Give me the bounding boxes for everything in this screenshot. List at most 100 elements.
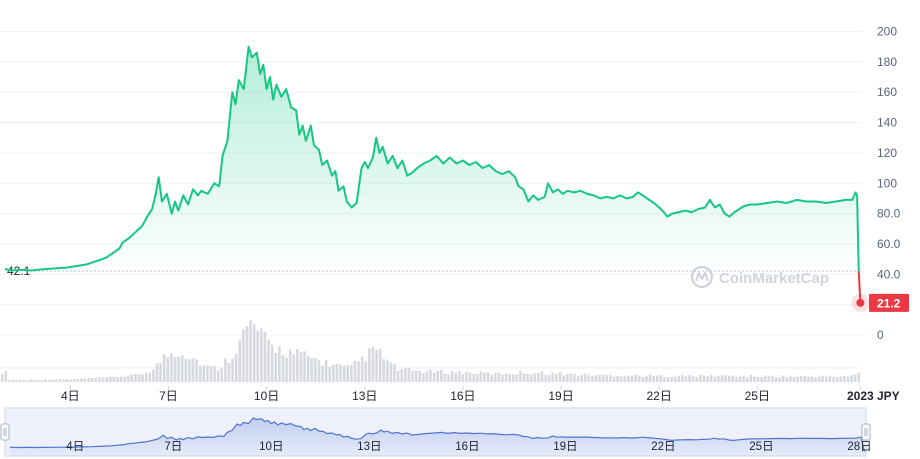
volume-bar (144, 372, 148, 382)
volume-bar (260, 328, 263, 382)
volume-bar (188, 359, 191, 382)
navigator-tick-label: 25日 (749, 441, 773, 453)
coinmarketcap-logo-mark (695, 272, 709, 282)
volume-bar (835, 377, 839, 382)
volume-bar (26, 380, 29, 382)
volume-bar (576, 375, 580, 382)
volume-bar (853, 374, 857, 382)
x-tick-label: 25日 (745, 389, 770, 403)
volume-bar (846, 376, 850, 382)
volume-bar (263, 331, 267, 382)
volume-bar (691, 376, 695, 382)
volume-bar (591, 376, 594, 382)
volume-bar (594, 375, 598, 382)
volume-bar (681, 374, 684, 382)
volume-bar (375, 349, 378, 382)
volume-bar (547, 374, 551, 382)
volume-bar (742, 375, 745, 382)
volume-bar (195, 359, 198, 382)
y-tick-label: 60.0 (877, 237, 901, 251)
volume-bar (159, 363, 162, 382)
volume-bar (134, 374, 137, 382)
navigator-right-handle[interactable] (861, 423, 871, 441)
volume-bar (166, 357, 170, 382)
volume-bar (461, 374, 465, 382)
volume-bar (324, 360, 328, 382)
volume-bar (22, 379, 26, 382)
navigator-tick-label: 10日 (259, 441, 283, 453)
volume-bar (245, 326, 249, 382)
volume-bar (306, 355, 310, 382)
volume-bar (511, 374, 515, 382)
x-tick-label: 4日 (61, 389, 80, 403)
volume-bar (832, 376, 835, 382)
volume-bar (767, 375, 771, 382)
volume-bar (526, 373, 529, 382)
volume-bar (515, 374, 519, 382)
navigator-tick-label: 13日 (357, 441, 381, 453)
volume-bar (400, 369, 404, 382)
y-tick-label: 200 (877, 25, 897, 39)
volume-bar (551, 372, 555, 382)
price-line-drop-red (857, 271, 862, 303)
volume-bar (792, 376, 796, 382)
volume-bar (206, 365, 209, 382)
y-tick-label: 40.0 (877, 267, 901, 281)
volume-bar (573, 373, 576, 382)
volume-bar (583, 373, 587, 382)
y-axis: 0 40.0 60.0 80.0 100 120 140 160 180 200 21.2 (869, 25, 909, 342)
volume-bar (288, 349, 292, 382)
volume-bar (342, 365, 346, 382)
volume-bar (735, 376, 738, 382)
volume-bar (504, 373, 508, 382)
volume-bar (396, 370, 400, 382)
volume-bar (558, 372, 562, 382)
volume-bar (353, 360, 357, 382)
price-line (4, 45, 870, 312)
volume-bar (350, 364, 353, 382)
volume-bar (720, 375, 724, 382)
volume-bar (670, 376, 673, 382)
volume-bar (98, 377, 101, 382)
volume-bar (821, 375, 825, 382)
volume-bar (335, 363, 339, 382)
volume-bar (501, 374, 504, 382)
volume-bar (47, 380, 51, 382)
volume-bar (242, 329, 245, 382)
volume-bar (569, 373, 573, 382)
volume-bar (774, 377, 778, 382)
volume-bars (0, 320, 861, 382)
volume-bar (328, 366, 332, 382)
volume-bar (637, 375, 641, 382)
volume-bar (529, 374, 533, 382)
volume-bar (112, 376, 116, 382)
volume-bar (634, 374, 637, 382)
volume-bar (443, 373, 447, 382)
y-tick-label: 180 (877, 55, 897, 69)
volume-bar (105, 377, 108, 382)
volume-bar (756, 376, 760, 382)
volume-bar (630, 375, 634, 382)
volume-bar (270, 344, 274, 382)
volume-bar (655, 375, 659, 382)
volume-bar (817, 376, 821, 382)
navigator-tick-label: 7日 (164, 441, 182, 453)
volume-bar (785, 377, 789, 382)
volume-bar (555, 373, 558, 382)
volume-bar (490, 374, 493, 382)
volume-bar (857, 373, 861, 382)
volume-bar (130, 374, 134, 382)
volume-bar (40, 379, 44, 382)
navigator[interactable]: 4日 7日 10日 13日 16日 19日 22日 25日 28日 (0, 407, 872, 457)
volume-bar (191, 358, 195, 382)
volume-bar (101, 377, 105, 382)
start-price-label: 42.1 (7, 264, 31, 278)
volume-bar (51, 379, 54, 382)
volume-bar (688, 374, 691, 382)
volume-bar (781, 375, 785, 382)
navigator-left-handle[interactable] (0, 423, 10, 441)
volume-bar (727, 375, 731, 382)
handle-grip (861, 423, 871, 441)
volume-bar (799, 376, 803, 382)
